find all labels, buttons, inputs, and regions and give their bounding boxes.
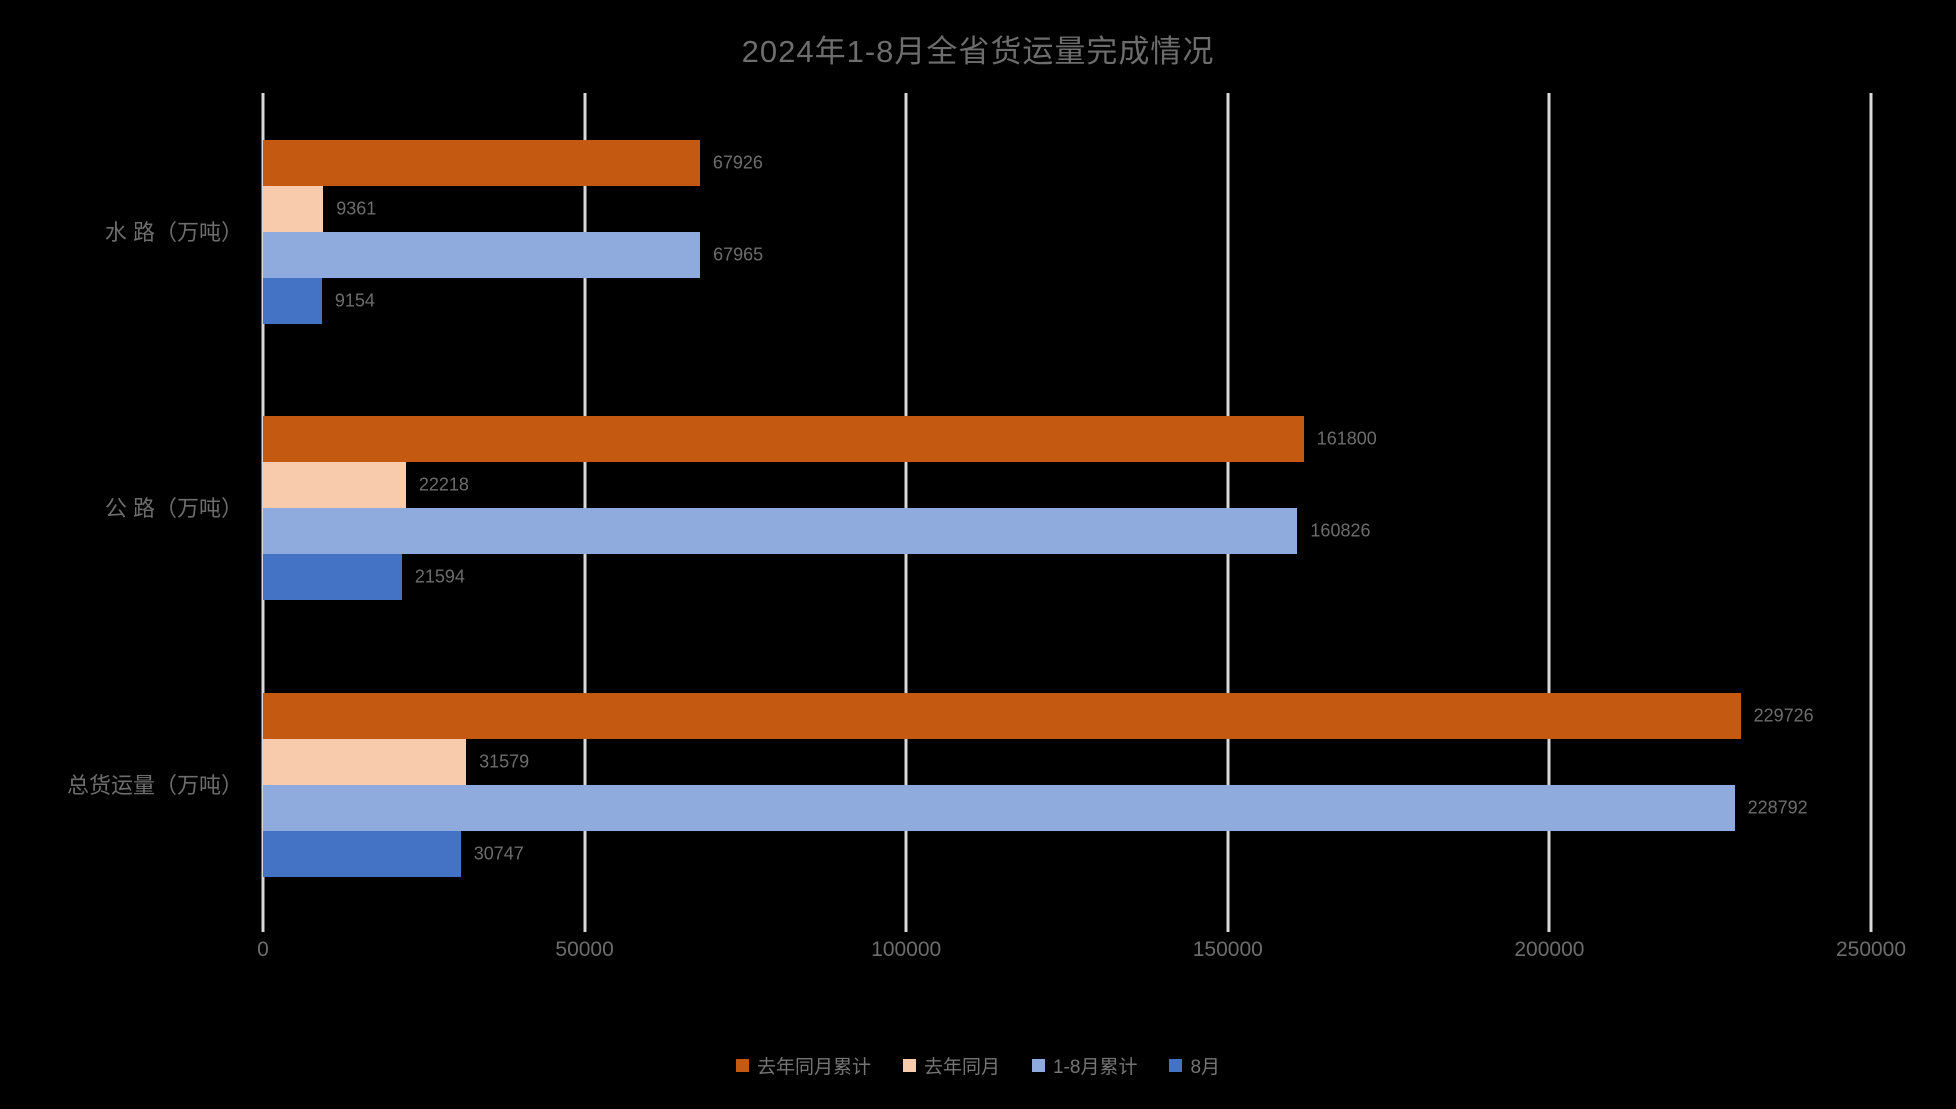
bar-series-0-cat-1: 161800 xyxy=(263,416,1377,463)
bar-value-label: 21594 xyxy=(414,566,465,587)
bar-series-2-cat-1: 160826 xyxy=(263,508,1371,555)
legend-label-1: 去年同月 xyxy=(923,1057,1000,1078)
bar-value-label: 229726 xyxy=(1753,705,1814,726)
x-tick-label-0: 0 xyxy=(257,938,269,961)
legend-swatch-icon xyxy=(1169,1059,1183,1072)
bar-series-1-cat-0: 9361 xyxy=(263,186,376,232)
bar-series-3-cat-2: 30747 xyxy=(263,830,524,877)
bar-series-1-cat-1: 22218 xyxy=(263,462,469,509)
bar-series-2-cat-0: 67965 xyxy=(263,232,763,278)
category-label-1: 公 路（万吨） xyxy=(104,496,243,522)
bar-value-label: 31579 xyxy=(479,751,530,772)
legend-label-3: 8月 xyxy=(1190,1057,1221,1078)
bar-value-label: 9154 xyxy=(334,290,375,311)
bar-value-label: 228792 xyxy=(1747,797,1808,818)
bar-value-label: 161800 xyxy=(1316,428,1377,449)
bar-series-0-cat-2: 229726 xyxy=(263,692,1814,739)
category-label-0: 水 路（万吨） xyxy=(104,220,243,246)
legend-item-0: 去年同月累计 xyxy=(735,1052,871,1079)
legend-item-2: 1-8月累计 xyxy=(1031,1052,1138,1079)
x-axis: 0 50000 100000 150000 200000 250000 xyxy=(257,938,1906,968)
x-tick-label-150000: 150000 xyxy=(1192,938,1263,961)
legend-swatch-icon xyxy=(1031,1059,1045,1072)
category-group-2: 总货运量（万吨） 229726 31579 228792 30747 xyxy=(67,646,1871,922)
bar-value-label: 22218 xyxy=(418,474,469,495)
gridline-250000 xyxy=(1869,93,1873,932)
legend: 去年同月累计 去年同月 1-8月累计 8月 xyxy=(0,1052,1956,1079)
bar-series-0-cat-0: 67926 xyxy=(263,140,763,186)
category-group-0: 水 路（万吨） 67926 9361 67965 9154 xyxy=(105,93,1871,369)
legend-label-2: 1-8月累计 xyxy=(1052,1057,1138,1078)
legend-item-1: 去年同月 xyxy=(902,1052,1000,1079)
x-tick-label-250000: 250000 xyxy=(1835,938,1907,961)
x-tick-label-200000: 200000 xyxy=(1514,938,1585,961)
chart-title: 2024年1-8月全省货运量完成情况 xyxy=(741,34,1215,69)
plot-area: 水 路（万吨） 67926 9361 67965 9154 公 路（万吨） 161800 22… xyxy=(67,93,1873,932)
bar-series-1-cat-2: 31579 xyxy=(263,738,529,785)
bar-value-label: 67965 xyxy=(713,244,764,265)
bar-value-label: 9361 xyxy=(336,198,377,219)
legend-label-0: 去年同月累计 xyxy=(756,1057,871,1078)
bar-value-label: 160826 xyxy=(1310,520,1371,541)
bar-series-2-cat-2: 228792 xyxy=(263,784,1808,831)
bar-value-label: 67926 xyxy=(712,152,763,173)
legend-swatch-icon xyxy=(735,1059,749,1072)
gridline-200000 xyxy=(1547,93,1551,932)
legend-item-3: 8月 xyxy=(1169,1052,1220,1079)
bar-value-label: 30747 xyxy=(473,843,524,864)
x-tick-label-100000: 100000 xyxy=(871,938,942,961)
x-tick-label-50000: 50000 xyxy=(555,938,614,961)
category-label-2: 总货运量（万吨） xyxy=(66,772,243,798)
bar-series-3-cat-0: 9154 xyxy=(263,278,375,324)
legend-swatch-icon xyxy=(902,1059,916,1072)
category-group-1: 公 路（万吨） 161800 22218 160826 21594 xyxy=(105,369,1871,645)
bar-series-3-cat-1: 21594 xyxy=(263,554,465,601)
